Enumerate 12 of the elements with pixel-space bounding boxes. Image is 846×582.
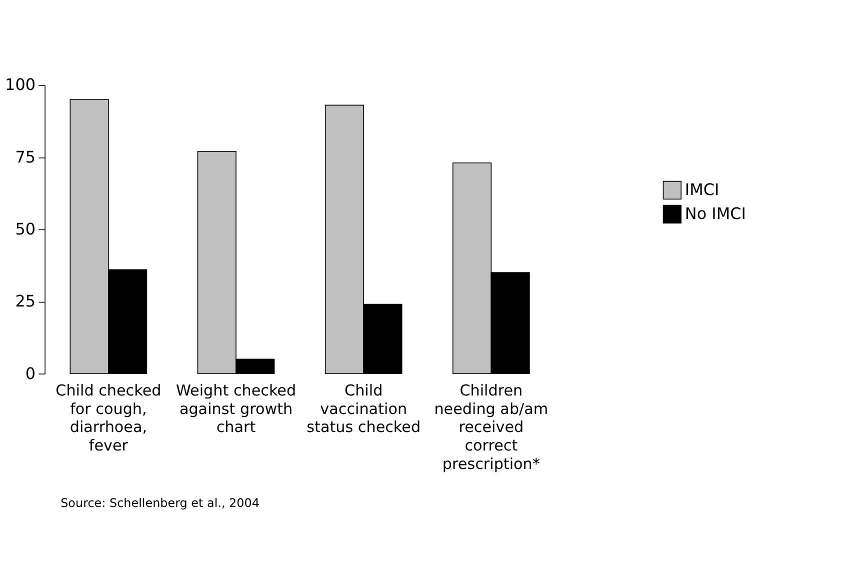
y-tick-label: 0 — [25, 364, 36, 383]
x-tick-label: Weight checked against growth chart — [176, 382, 296, 436]
y-tick-label: 75 — [15, 147, 36, 166]
y-tick-label: 25 — [15, 292, 36, 311]
legend-label: No IMCI — [684, 204, 746, 223]
x-tick-label: Child vaccination status checked — [306, 382, 421, 436]
source-note: Source: Schellenberg et al., 2004 — [60, 496, 260, 510]
y-tick-label: 50 — [15, 219, 36, 238]
legend-label: IMCI — [684, 180, 720, 199]
x-tick-label: Children needing ab/am received correct prescription* — [434, 382, 548, 473]
y-tick-label: 100 — [5, 75, 36, 94]
x-tick-label: Child checked for cough, diarrhoea, fever — [56, 382, 162, 455]
